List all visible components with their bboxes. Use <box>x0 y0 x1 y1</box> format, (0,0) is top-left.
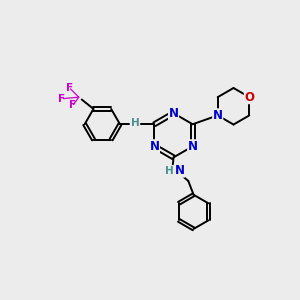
Text: N: N <box>174 164 184 177</box>
Text: H: H <box>131 118 140 128</box>
Text: N: N <box>188 140 198 153</box>
Text: O: O <box>244 91 254 103</box>
Text: F: F <box>58 94 65 103</box>
Text: N: N <box>213 109 223 122</box>
Text: H: H <box>165 166 174 176</box>
Text: F: F <box>66 83 74 93</box>
Text: F: F <box>69 100 76 110</box>
Text: N: N <box>149 140 159 153</box>
Text: N: N <box>169 107 178 120</box>
